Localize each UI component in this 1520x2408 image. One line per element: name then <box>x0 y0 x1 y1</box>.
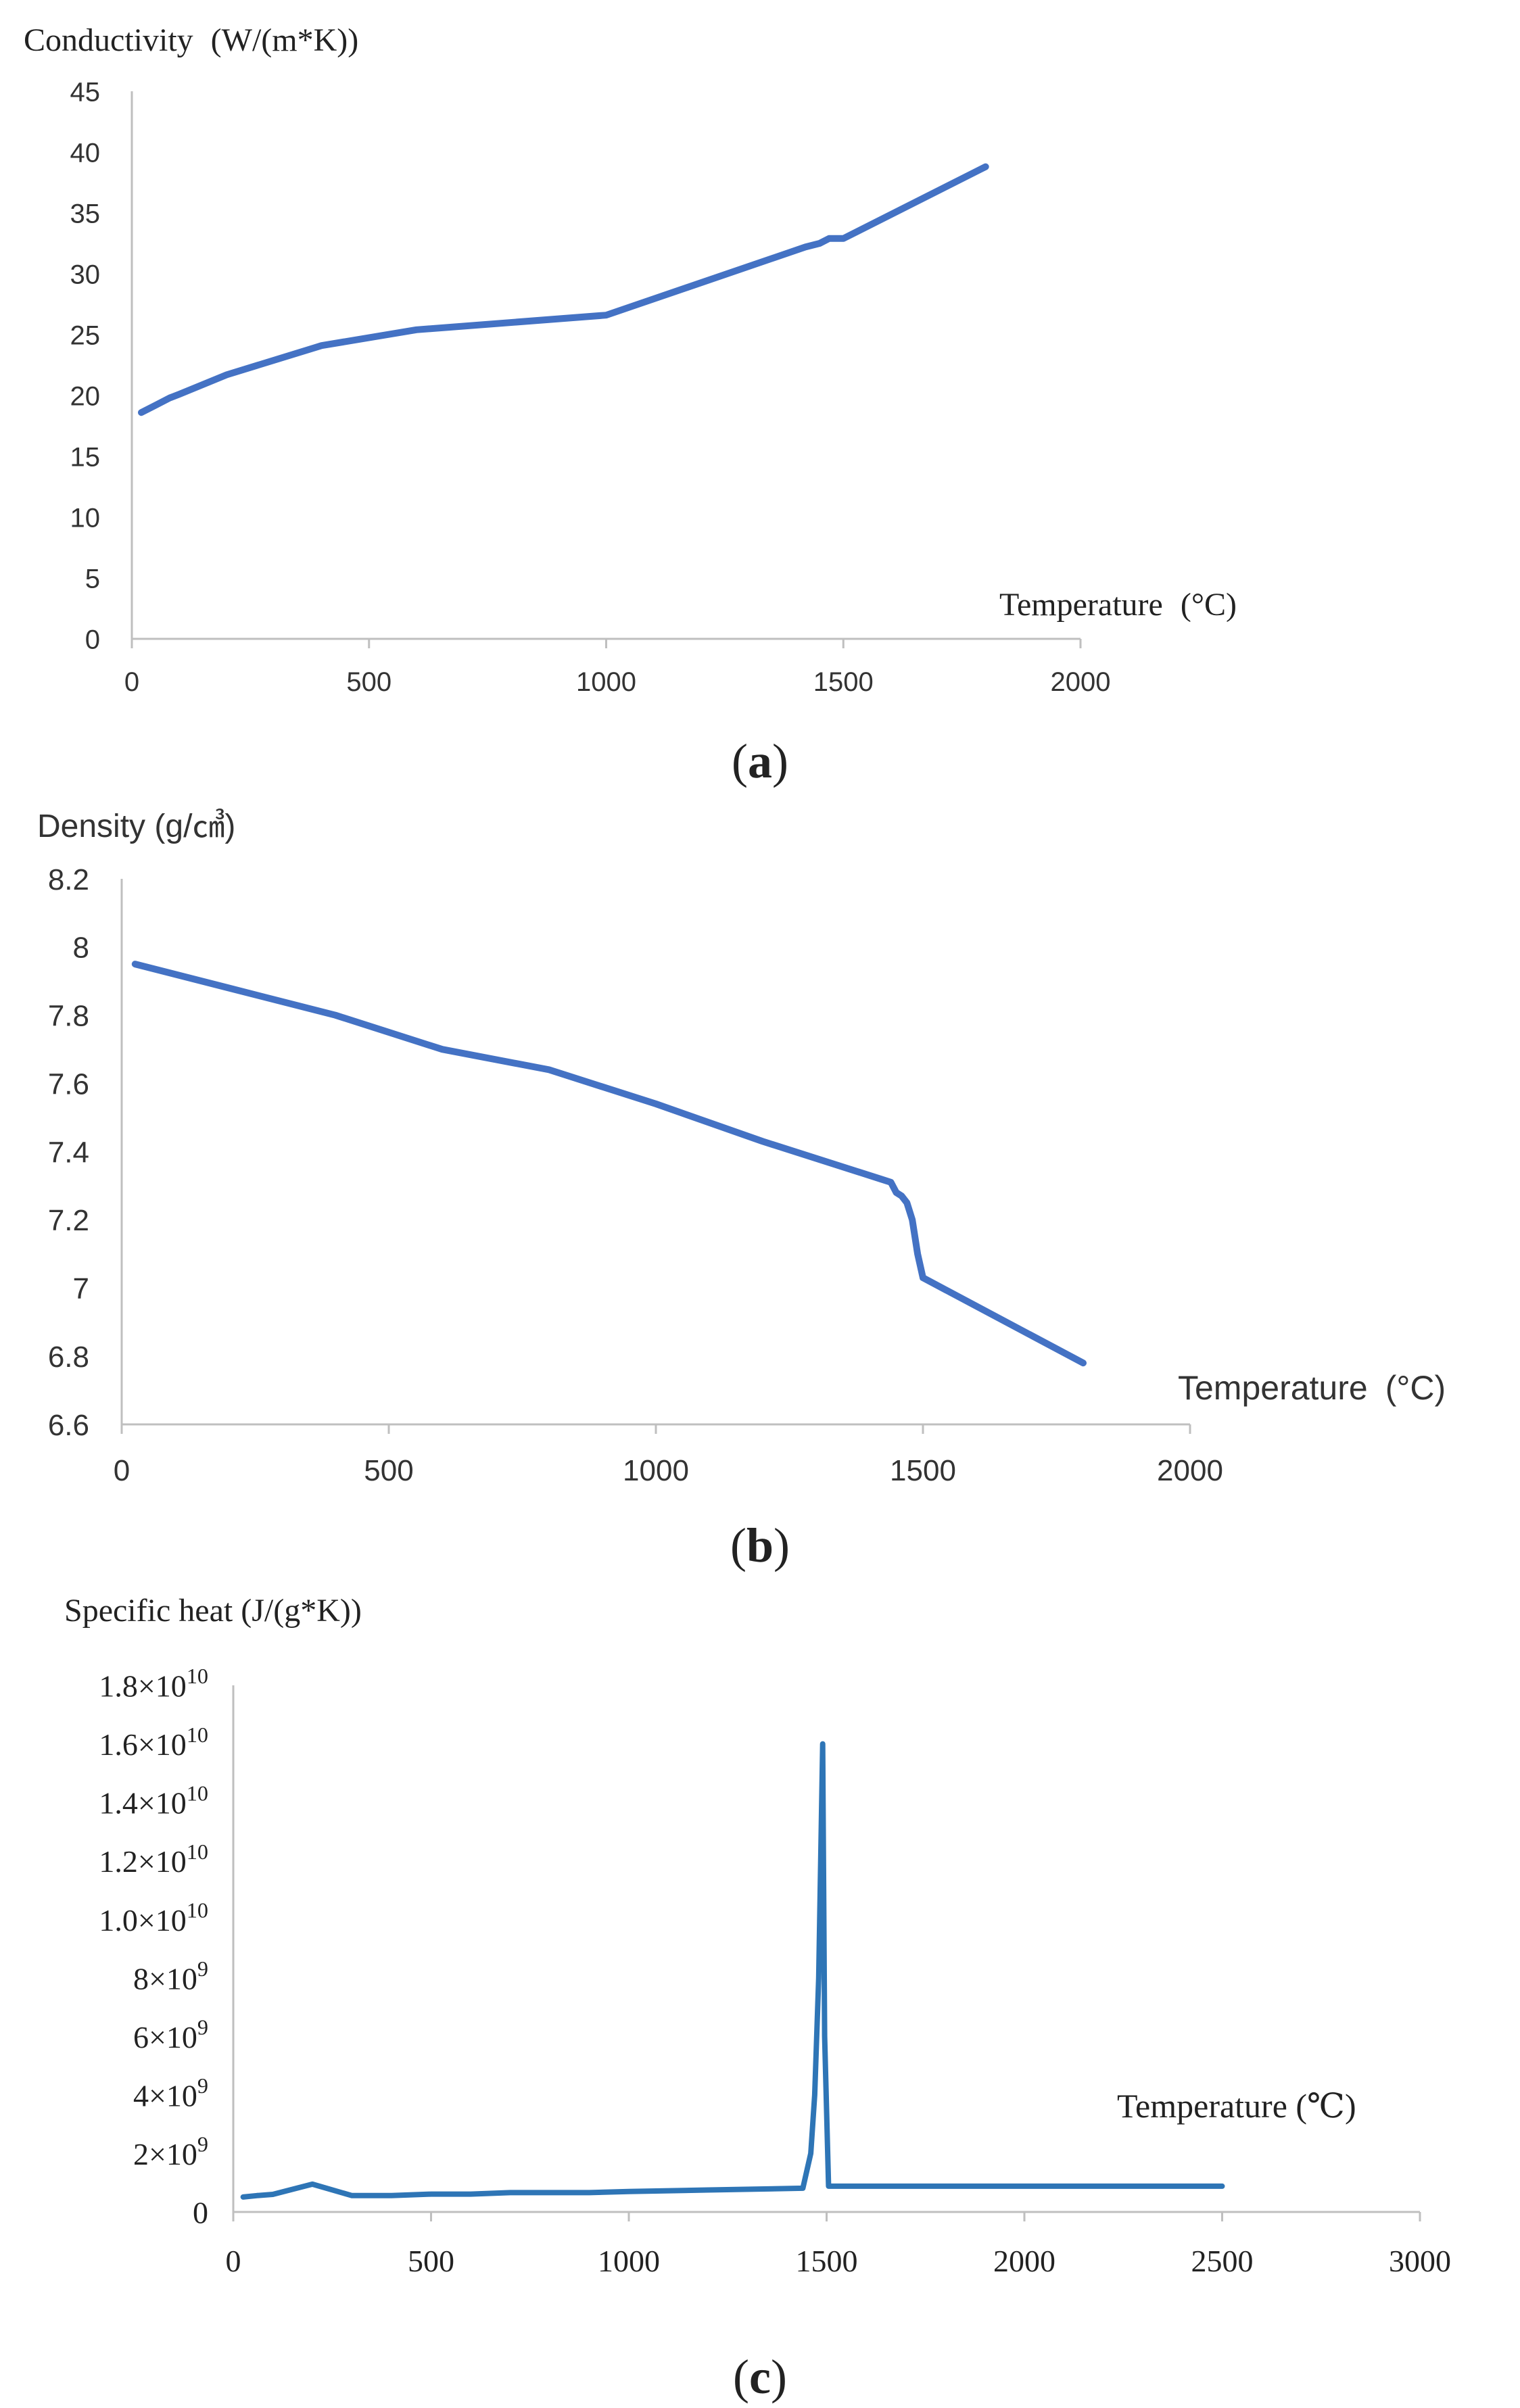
panel-c-y-tick-label: 6×109 <box>133 2015 208 2054</box>
panel-a-x-tick-label: 2000 <box>1051 667 1111 697</box>
panel-b-y-tick-label: 7 <box>73 1272 89 1305</box>
panel-b-y-tick-label: 7.4 <box>48 1136 89 1169</box>
panel-b-x-tick-label: 1500 <box>890 1454 956 1487</box>
panel-c-x-tick-label: 0 <box>226 2244 241 2278</box>
panel-b-x-axis-title: Temperature (°C) <box>1178 1369 1446 1407</box>
panel-b-x-tick-label: 0 <box>114 1454 130 1487</box>
panel-a-series-line <box>138 163 989 416</box>
panel-c-x-axis-title: Temperature (℃) <box>1117 2087 1356 2125</box>
panel-a-conductivity-chart: Conductivity (W/(m*K)) Temperature (°C) (a… <box>24 22 1237 788</box>
panel-c-x-tick-label: 1000 <box>598 2244 660 2278</box>
panel-c-y-tick-label: 1.0×1010 <box>99 1898 208 1937</box>
panel-b-y-tick-label: 6.8 <box>48 1341 89 1374</box>
panel-c-y-tick-label: 2×109 <box>133 2132 208 2171</box>
panel-a-y-tick-label: 0 <box>85 625 100 654</box>
panel-a-y-axis-title: Conductivity (W/(m*K)) <box>24 22 358 58</box>
panel-b-x-tick-label: 500 <box>364 1454 413 1487</box>
panel-c-label: (c) <box>733 2350 787 2404</box>
panel-b-y-tick-label: 7.6 <box>48 1067 89 1101</box>
panel-a-y-tick-label: 30 <box>70 260 101 289</box>
panel-a-y-tick-label: 20 <box>70 381 101 411</box>
panel-c-y-tick-label: 1.8×1010 <box>99 1664 208 1703</box>
panel-b-y-tick-label: 8 <box>73 932 89 965</box>
panel-c-x-tick-label: 3000 <box>1389 2244 1451 2278</box>
panel-b-density-chart: Density (g/㎤) Temperature (°C) (b) 0 500 10… <box>37 809 1446 1572</box>
panel-a-x-tick-label: 1000 <box>576 667 636 697</box>
panel-c-y-tick-label: 1.4×1010 <box>99 1781 208 1820</box>
panel-b-y-tick-label: 6.6 <box>48 1409 89 1442</box>
panel-c-x-tick-label: 2000 <box>993 2244 1055 2278</box>
panel-a-y-tick-label: 40 <box>70 138 101 168</box>
panel-a-y-tick-label: 5 <box>85 564 100 594</box>
panel-b-series-line <box>131 961 1087 1367</box>
panel-c-y-tick-label: 1.2×1010 <box>99 1839 208 1879</box>
panel-c-y-tick-label: 1.6×1010 <box>99 1723 208 1762</box>
panel-b-y-tick-label: 8.2 <box>48 863 89 896</box>
panel-c-x-tick-label: 500 <box>408 2244 454 2278</box>
panel-a-y-tick-label: 35 <box>70 199 101 228</box>
panel-b-y-axis-title: Density (g/㎤) <box>37 809 235 844</box>
panel-a-x-tick-label: 0 <box>124 667 139 697</box>
panel-c-series-line <box>240 1741 1225 2200</box>
panel-b-x-tick-label: 2000 <box>1157 1454 1223 1487</box>
panel-a-label: (a) <box>732 734 788 788</box>
panel-b-x-tick-label: 1000 <box>623 1454 689 1487</box>
panel-c-y-axis-title: Specific heat (J/(g*K)) <box>64 1593 362 1629</box>
panel-c-y-tick-label: 4×109 <box>133 2073 208 2113</box>
panel-a-y-tick-label: 25 <box>70 320 101 350</box>
panel-c-y-tick-label: 8×109 <box>133 1956 208 1996</box>
panel-a-x-tick-label: 1500 <box>813 667 874 697</box>
panel-a-y-tick-label: 45 <box>70 77 101 107</box>
panel-a-x-axis-title: Temperature (°C) <box>999 587 1237 623</box>
panel-c-y-tick-label: 0 <box>193 2196 208 2230</box>
panel-b-y-tick-label: 7.8 <box>48 1000 89 1033</box>
panel-c-specific-heat-chart: Specific heat (J/(g*K)) Temperature (℃) … <box>64 1593 1451 2404</box>
panel-b-y-tick-label: 7.2 <box>48 1204 89 1237</box>
panel-c-x-tick-label: 2500 <box>1191 2244 1254 2278</box>
panel-b-label: (b) <box>730 1518 790 1572</box>
panel-a-y-tick-label: 10 <box>70 503 101 533</box>
panel-c-x-tick-label: 1500 <box>796 2244 858 2278</box>
panel-a-y-tick-label: 15 <box>70 442 101 472</box>
panel-a-x-tick-label: 500 <box>346 667 391 697</box>
